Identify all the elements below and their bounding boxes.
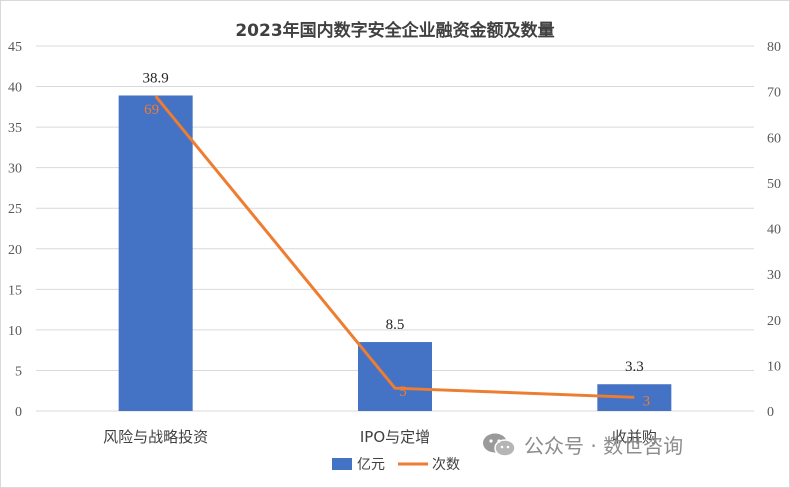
bar-value-label: 38.9 bbox=[143, 70, 169, 86]
right-axis-tick-label: 70 bbox=[767, 86, 781, 101]
category-label: 风险与战略投资 bbox=[103, 428, 208, 446]
legend-label-bar: 亿元 bbox=[357, 457, 385, 473]
legend-label-line: 次数 bbox=[432, 457, 460, 473]
category-label: 收并购 bbox=[612, 428, 657, 446]
right-axis-tick-label: 60 bbox=[767, 131, 781, 146]
category-label: IPO与定增 bbox=[360, 428, 430, 446]
left-axis-tick-label: 25 bbox=[8, 202, 22, 217]
right-axis-tick-label: 10 bbox=[767, 359, 781, 374]
right-axis-tick-label: 0 bbox=[767, 405, 774, 420]
right-axis-tick-label: 30 bbox=[767, 268, 781, 283]
chart-legend: 亿元 次数 bbox=[332, 457, 460, 473]
right-axis-tick-label: 40 bbox=[767, 223, 781, 238]
right-axis-tick-label: 50 bbox=[767, 177, 781, 192]
left-axis-tick-label: 45 bbox=[8, 40, 22, 55]
left-axis-tick-label: 20 bbox=[8, 243, 22, 258]
right-axis-tick-label: 20 bbox=[767, 314, 781, 329]
line-value-label: 69 bbox=[144, 102, 159, 118]
chart-title: 2023年国内数字安全企业融资金额及数量 bbox=[235, 20, 554, 41]
line-value-label: 5 bbox=[399, 384, 407, 400]
legend-swatch-bar bbox=[332, 458, 352, 470]
bar-0 bbox=[118, 95, 193, 411]
right-axis-tick-label: 80 bbox=[767, 40, 781, 55]
bar-value-label: 8.5 bbox=[386, 317, 405, 333]
left-axis-tick-label: 5 bbox=[15, 364, 22, 379]
watermark-text: 公众号 · 数世咨询 bbox=[524, 434, 684, 458]
line-series bbox=[154, 95, 635, 399]
left-axis-tick-label: 40 bbox=[8, 81, 22, 96]
watermark: 公众号 · 数世咨询 bbox=[482, 430, 683, 459]
wechat-icon bbox=[483, 433, 516, 457]
left-axis-tick-label: 10 bbox=[8, 324, 22, 339]
left-axis-tick-label: 15 bbox=[8, 283, 22, 298]
bar-value-label: 3.3 bbox=[625, 359, 644, 375]
left-axis-tick-label: 35 bbox=[8, 121, 22, 136]
left-axis-tick-label: 30 bbox=[8, 162, 22, 177]
bar-1 bbox=[358, 342, 432, 411]
line-value-label: 3 bbox=[643, 393, 651, 409]
left-axis-tick-label: 0 bbox=[15, 405, 22, 420]
